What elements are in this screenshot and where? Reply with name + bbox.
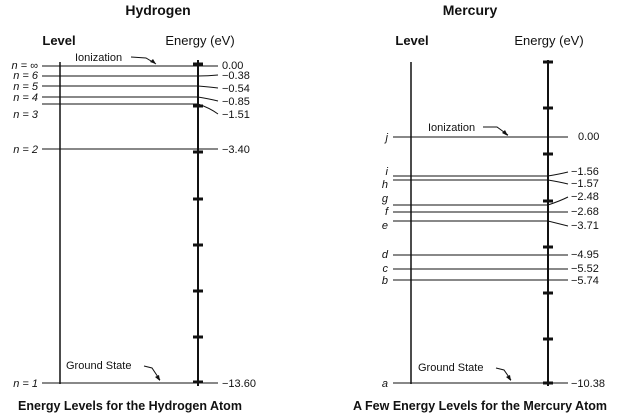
mercury-ionization-label: Ionization xyxy=(428,122,475,134)
hydrogen-diagram: Hydrogen Level Energy (eV) xyxy=(12,2,256,413)
hydrogen-caption: Energy Levels for the Hydrogen Atom xyxy=(18,399,242,413)
hydrogen-level-names: n = ∞ n = 6 n = 5 n = 4 n = 3 n = 2 n = … xyxy=(12,60,39,390)
mercury-level-name: a xyxy=(382,378,388,390)
mercury-level-name: c xyxy=(383,263,389,275)
mercury-energy-header: Energy (eV) xyxy=(514,33,583,48)
mercury-diagram: Mercury Level Energy (eV) xyxy=(353,2,607,413)
mercury-level-name: h xyxy=(382,179,388,191)
hydrogen-energy-header: Energy (eV) xyxy=(165,33,234,48)
hydrogen-energy-value: −0.38 xyxy=(222,70,250,82)
mercury-energy-value: −10.38 xyxy=(571,378,605,390)
mercury-energy-value: −5.74 xyxy=(571,275,599,287)
hydrogen-level-name: n = 2 xyxy=(13,144,38,156)
mercury-level-name: e xyxy=(382,220,388,232)
mercury-level-name: b xyxy=(382,275,388,287)
mercury-energy-value: −1.57 xyxy=(571,178,599,190)
hydrogen-level-name: n = 5 xyxy=(13,81,39,93)
mercury-energy-value: −1.56 xyxy=(571,166,599,178)
mercury-energy-value: −4.95 xyxy=(571,249,599,261)
mercury-level-name: d xyxy=(382,249,389,261)
hydrogen-level-name: n = 1 xyxy=(13,378,38,390)
mercury-level-name: i xyxy=(386,166,389,178)
mercury-caption: A Few Energy Levels for the Mercury Atom xyxy=(353,399,607,413)
mercury-level-name: f xyxy=(385,206,389,218)
mercury-energy-value: −5.52 xyxy=(571,263,599,275)
hydrogen-ground-state-label: Ground State xyxy=(66,360,131,372)
mercury-level-names: j i h g f e d c b a xyxy=(382,132,389,390)
hydrogen-energy-values: 0.00 −0.38 −0.54 −0.85 −1.51 −3.40 −13.6… xyxy=(222,60,256,390)
hydrogen-level-name: n = 6 xyxy=(13,70,39,82)
mercury-ground-state-arrowhead xyxy=(506,375,511,381)
mercury-energy-value: 0.00 xyxy=(578,131,599,143)
mercury-ionization-arrowhead xyxy=(502,130,508,136)
mercury-level-name: g xyxy=(382,193,389,205)
mercury-energy-values: 0.00 −1.56 −1.57 −2.48 −2.68 −3.71 −4.95… xyxy=(571,131,605,390)
mercury-energy-ticks xyxy=(543,60,553,385)
hydrogen-energy-value: 0.00 xyxy=(222,60,243,72)
hydrogen-level-header: Level xyxy=(42,33,75,48)
mercury-title: Mercury xyxy=(443,2,498,18)
mercury-energy-value: −2.68 xyxy=(571,206,599,218)
mercury-energy-value: −2.48 xyxy=(571,191,599,203)
hydrogen-energy-value: −0.54 xyxy=(222,83,250,95)
hydrogen-energy-value: −0.85 xyxy=(222,96,250,108)
hydrogen-title: Hydrogen xyxy=(125,2,190,18)
mercury-energy-value: −3.71 xyxy=(571,220,599,232)
mercury-ground-state-label: Ground State xyxy=(418,362,483,374)
mercury-level-name: j xyxy=(384,132,389,144)
hydrogen-ionization-arrowhead xyxy=(150,59,156,64)
hydrogen-energy-value: −3.40 xyxy=(222,144,250,156)
mercury-level-lines xyxy=(393,136,569,384)
hydrogen-level-name: n = ∞ xyxy=(12,60,39,72)
hydrogen-energy-value: −1.51 xyxy=(222,109,250,121)
hydrogen-energy-value: −13.60 xyxy=(222,378,256,390)
mercury-level-header: Level xyxy=(395,33,428,48)
hydrogen-ionization-label: Ionization xyxy=(75,52,122,64)
hydrogen-level-name: n = 3 xyxy=(13,109,39,121)
hydrogen-ground-state-arrowhead xyxy=(155,375,160,381)
hydrogen-level-name: n = 4 xyxy=(13,92,38,104)
hydrogen-energy-ticks xyxy=(193,62,203,384)
hydrogen-level-lines xyxy=(42,65,219,384)
